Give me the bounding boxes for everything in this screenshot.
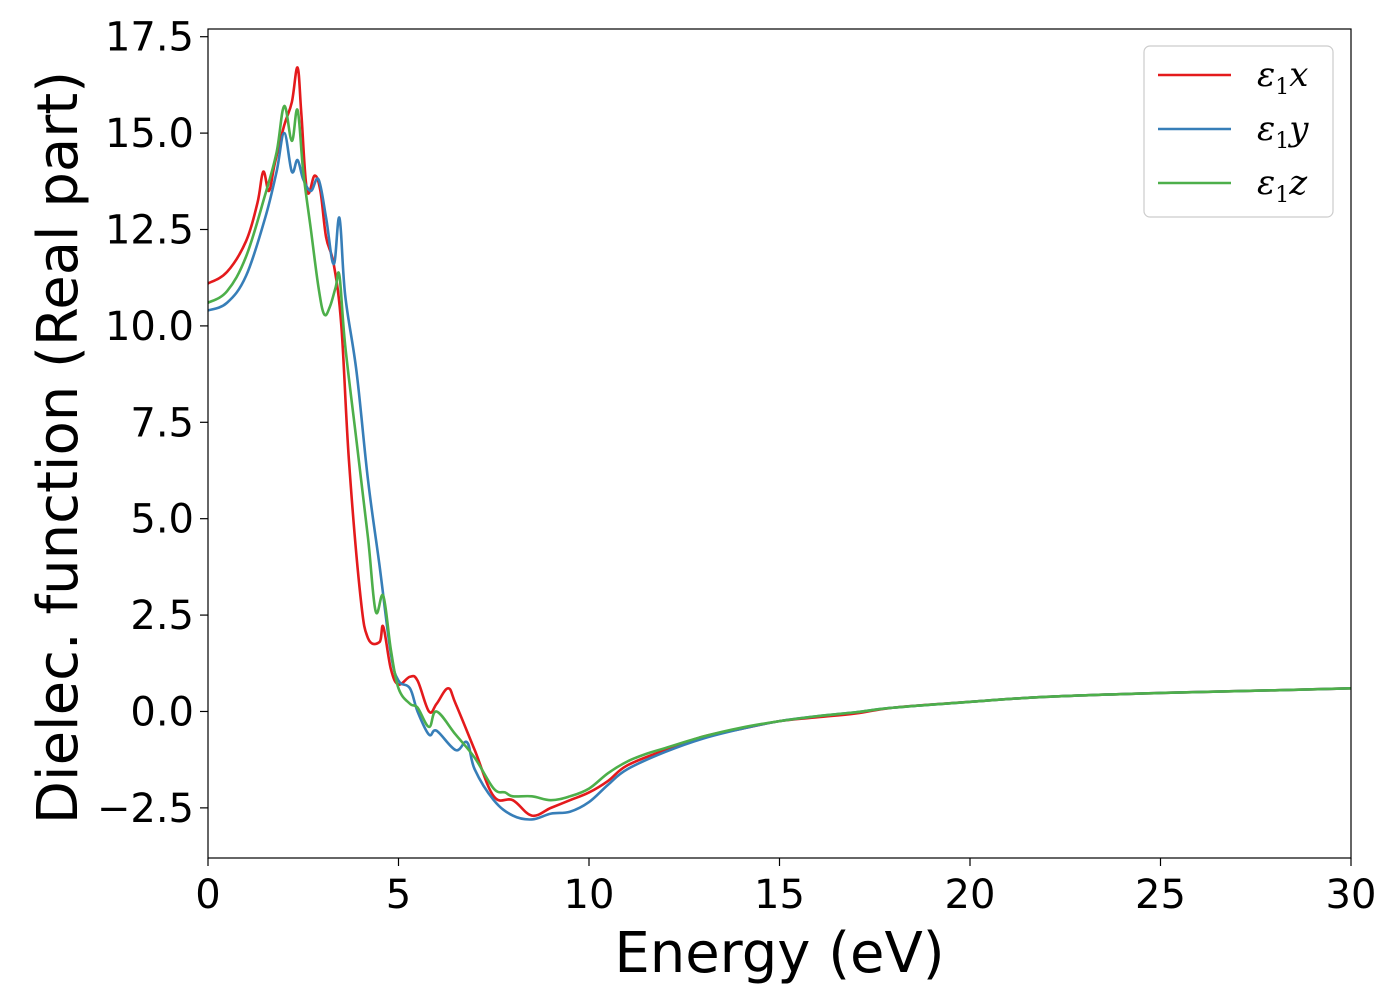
legend-label-base: ε — [1257, 163, 1275, 203]
y-tick-label: 2.5 — [130, 593, 194, 639]
legend-label-suffix: y — [1287, 109, 1309, 149]
x-tick-label: 25 — [1135, 872, 1186, 918]
x-tick-label: 30 — [1326, 872, 1377, 918]
x-tick-label: 15 — [754, 872, 805, 918]
legend-label-suffix: z — [1288, 163, 1308, 203]
x-tick-label: 0 — [195, 872, 220, 918]
y-tick-label: 5.0 — [130, 497, 194, 543]
legend-label-y: ε1y — [1257, 109, 1309, 154]
series-layer — [208, 66, 1351, 821]
x-tick-label: 10 — [564, 872, 615, 918]
y-tick-label: 10.0 — [105, 304, 194, 350]
legend-label-base: ε — [1257, 109, 1275, 149]
legend-label-subscript: 1 — [1275, 129, 1289, 154]
legend-label-base: ε — [1257, 55, 1275, 95]
legend-box — [1143, 45, 1334, 218]
y-tick-label: −2.5 — [97, 786, 194, 832]
legend-label-x: ε1x — [1257, 55, 1308, 100]
y-axis-title: Dielec. function (Real part) — [26, 71, 91, 824]
y-tick-label: 0.0 — [130, 689, 194, 735]
x-axis: 0 5 10 15 20 25 30 — [195, 858, 1376, 918]
y-tick-label: 7.5 — [130, 400, 194, 446]
y-tick-label: 15.0 — [105, 111, 194, 157]
y-tick-label: 12.5 — [105, 208, 194, 254]
x-axis-title: Energy (eV) — [614, 921, 944, 986]
legend-label-subscript: 1 — [1275, 183, 1289, 208]
y-tick-label: 17.5 — [105, 15, 194, 61]
legend-label-suffix: x — [1289, 55, 1308, 95]
x-tick-label: 20 — [945, 872, 996, 918]
legend-label-z: ε1z — [1257, 163, 1308, 208]
y-axis: −2.5 0.0 2.5 5.0 7.5 10.0 12.5 15.0 17.5 — [97, 15, 208, 832]
x-tick-label: 5 — [386, 872, 411, 918]
series-line-z — [208, 104, 1351, 802]
legend-label-subscript: 1 — [1275, 75, 1289, 100]
